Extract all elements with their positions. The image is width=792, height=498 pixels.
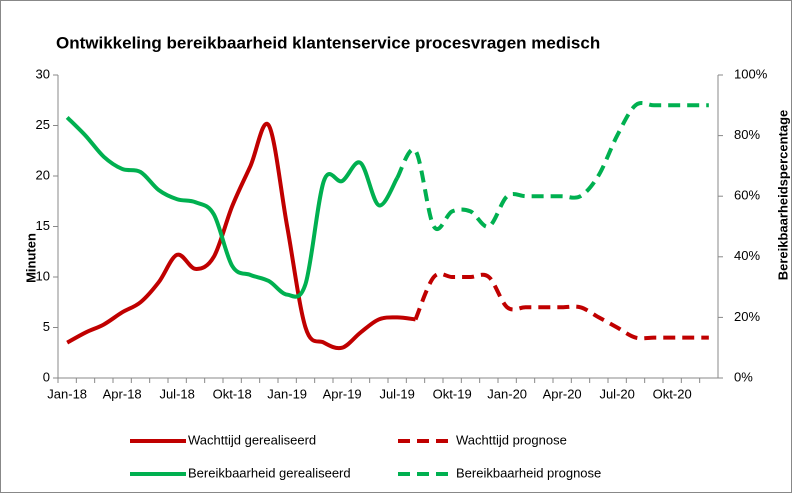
- legend-label: Wachttijd gerealiseerd: [188, 432, 316, 447]
- y2-tick-label: 100%: [734, 66, 768, 81]
- series-line: [66, 121, 416, 351]
- y2-axis-title: Bereikbaarheidspercentage: [775, 110, 790, 281]
- x-tick-label: Jan-18: [47, 386, 87, 401]
- x-tick-label: Okt-19: [433, 386, 472, 401]
- x-tick-label: Apr-20: [543, 386, 582, 401]
- y-tick-label: 30: [36, 66, 50, 81]
- x-tick-label: Okt-20: [653, 386, 692, 401]
- x-tick-label: Okt-18: [213, 386, 252, 401]
- legend-label: Wachttijd prognose: [456, 432, 567, 447]
- y-axis-title: Minuten: [23, 233, 38, 283]
- y-tick-label: 20: [36, 167, 50, 182]
- series-line: [65, 115, 399, 299]
- x-tick-label: Apr-18: [103, 386, 142, 401]
- y2-tick-label: 60%: [734, 188, 760, 203]
- y-tick-label: 10: [36, 268, 50, 283]
- x-tick-label: Apr-19: [323, 386, 362, 401]
- legend-label: Bereikbaarheid gerealiseerd: [188, 465, 351, 480]
- y2-tick-label: 20%: [734, 309, 760, 324]
- y-tick-label: 0: [43, 369, 50, 384]
- x-tick-label: Jul-19: [379, 386, 414, 401]
- y2-tick-label: 40%: [734, 248, 760, 263]
- x-tick-label: Jul-18: [159, 386, 194, 401]
- x-tick-label: Jan-19: [267, 386, 307, 401]
- chart-title: Ontwikkeling bereikbaarheid klantenservi…: [56, 33, 600, 52]
- y-tick-label: 25: [36, 117, 50, 132]
- x-tick-label: Jan-20: [487, 386, 527, 401]
- legend-label: Bereikbaarheid prognose: [456, 465, 601, 480]
- y-tick-label: 5: [43, 319, 50, 334]
- y2-tick-label: 0%: [734, 369, 753, 384]
- x-tick-label: Jul-20: [599, 386, 634, 401]
- y2-tick-label: 80%: [734, 127, 760, 142]
- series-line: [395, 101, 709, 231]
- y-tick-label: 15: [36, 218, 50, 233]
- series-line: [413, 271, 709, 341]
